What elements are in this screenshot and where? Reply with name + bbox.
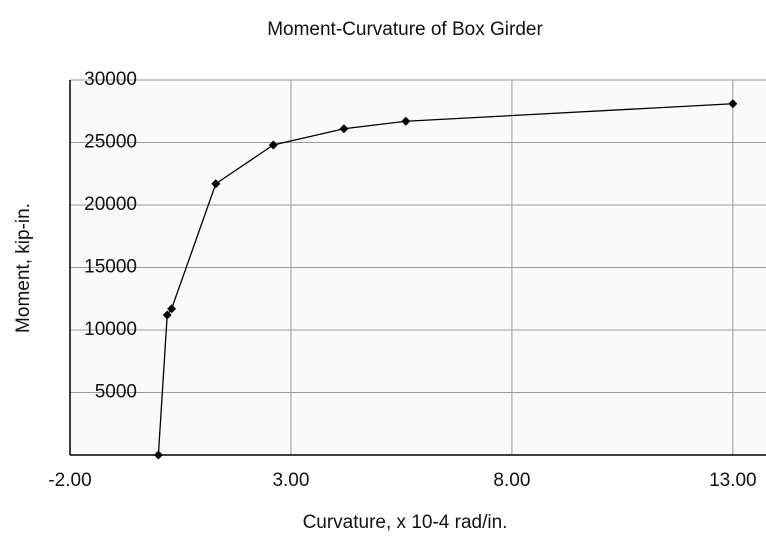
data-point — [401, 116, 411, 126]
data-point — [211, 179, 221, 189]
x-tick-label: -2.00 — [48, 470, 91, 491]
x-axis-label: Curvature, x 10-4 rad/in. — [303, 512, 508, 533]
data-point — [162, 310, 172, 320]
y-tick-label: 10000 — [84, 319, 137, 340]
y-tick-label: 25000 — [84, 132, 137, 153]
data-point — [268, 140, 278, 150]
y-tick-label: 20000 — [84, 194, 137, 215]
y-axis-label: Moment, kip-in. — [13, 203, 34, 333]
y-tick-label: 30000 — [84, 69, 137, 90]
data-point — [728, 99, 738, 109]
y-tick-label: 5000 — [95, 382, 137, 403]
data-point — [339, 124, 349, 134]
x-tick-label: 8.00 — [493, 470, 530, 491]
y-tick-label: 15000 — [84, 257, 137, 278]
x-tick-label: 3.00 — [272, 470, 309, 491]
data-point — [153, 450, 163, 460]
data-point — [167, 304, 177, 314]
x-tick-label: 13.00 — [709, 470, 757, 491]
chart-title: Moment-Curvature of Box Girder — [267, 19, 543, 40]
